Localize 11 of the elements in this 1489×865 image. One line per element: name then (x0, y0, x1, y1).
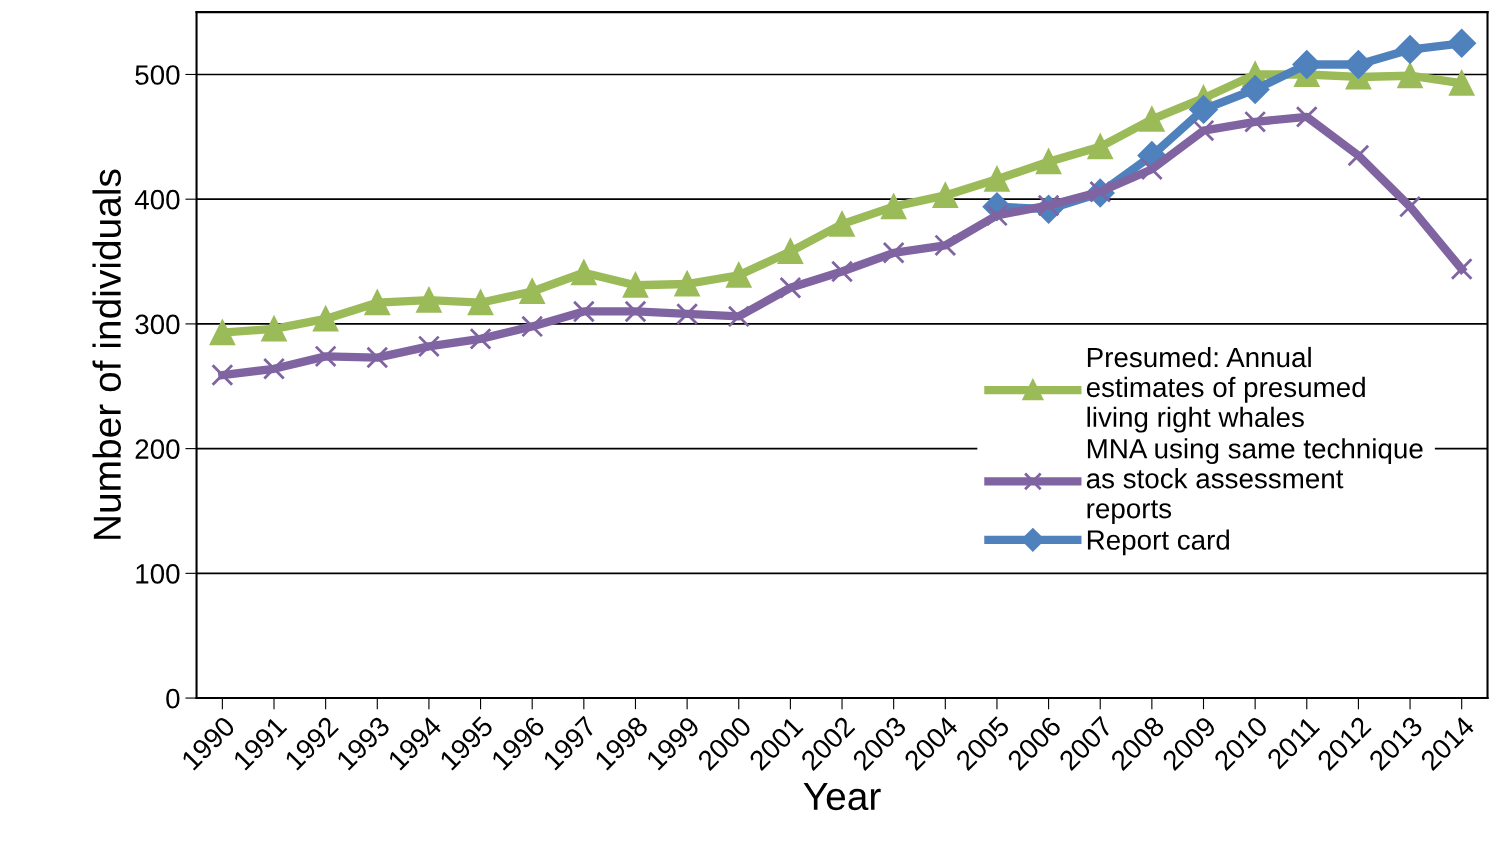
legend-label: MNA using same technique as stock assessment reports (1086, 438, 1423, 524)
y-tick-label: 300 (135, 314, 180, 335)
y-axis-title: Number of individuals (92, 169, 121, 539)
y-tick-label: 200 (135, 439, 180, 459)
y-tick-label: 500 (135, 65, 180, 85)
legend-label: Presumed: Annual estimates of presumed living right whales (1086, 346, 1365, 433)
x-axis-title: Year (803, 783, 881, 811)
legend-label: Report card (1087, 529, 1229, 556)
y-tick-label: 0 (166, 688, 180, 709)
y-tick-label: 400 (134, 189, 180, 210)
y-tick-label: 100 (136, 564, 180, 584)
